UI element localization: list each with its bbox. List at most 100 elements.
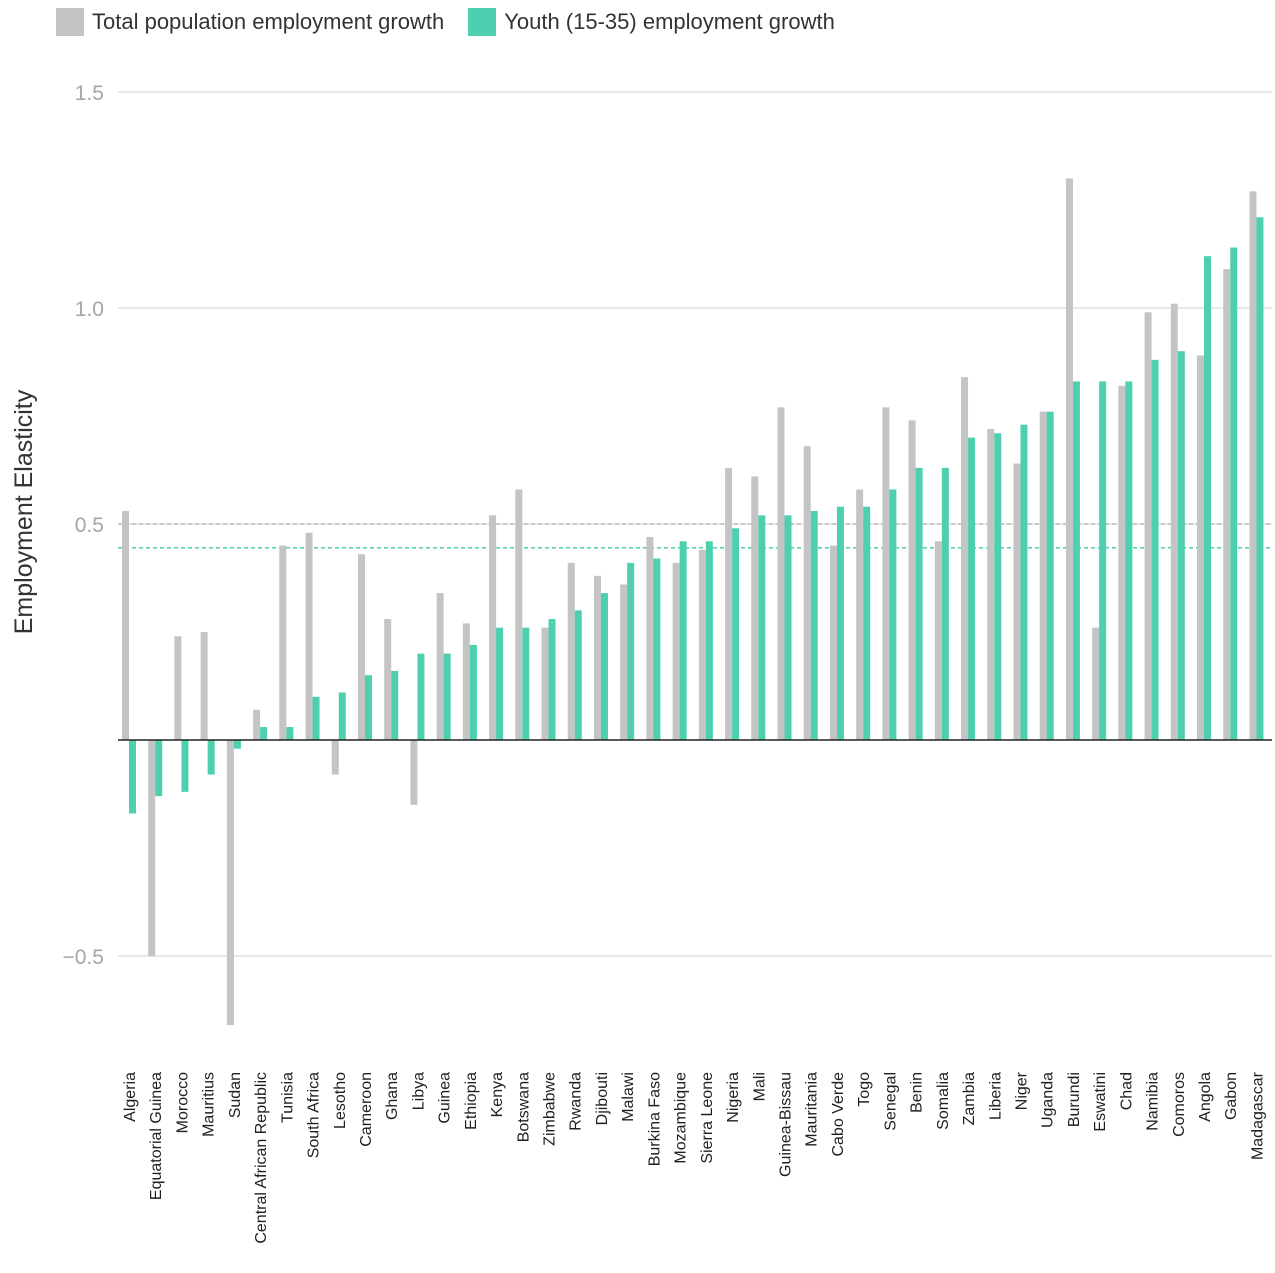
bar-youth bbox=[181, 740, 189, 792]
bar-youth bbox=[207, 740, 215, 775]
legend-swatch-total bbox=[56, 8, 84, 36]
bar-youth bbox=[1151, 359, 1159, 740]
bar-total bbox=[279, 545, 287, 740]
bar-youth bbox=[286, 727, 294, 740]
bar-total bbox=[908, 420, 916, 740]
bar-youth bbox=[994, 433, 1002, 740]
bar-total bbox=[751, 476, 759, 740]
y-tick-label: 1.0 bbox=[75, 298, 104, 321]
x-tick-label: Gabon bbox=[1223, 1072, 1240, 1120]
x-tick-label: Somalia bbox=[935, 1072, 952, 1130]
x-tick-label: Algeria bbox=[122, 1072, 139, 1122]
bar-total bbox=[1197, 355, 1205, 740]
y-tick-label: 0.5 bbox=[75, 514, 104, 537]
x-tick-label: Cameroon bbox=[358, 1072, 375, 1147]
bar-youth bbox=[863, 506, 871, 740]
bar-total bbox=[1223, 269, 1231, 740]
x-tick-label: Chad bbox=[1118, 1072, 1135, 1110]
bar-youth bbox=[155, 740, 163, 797]
x-tick-label: Namibia bbox=[1145, 1072, 1162, 1131]
x-tick-label: South Africa bbox=[306, 1072, 323, 1158]
bar-total bbox=[856, 489, 864, 740]
legend-item-youth: Youth (15-35) employment growth bbox=[468, 8, 835, 36]
bar-youth bbox=[1125, 381, 1133, 740]
x-tick-label: Togo bbox=[856, 1072, 873, 1107]
bar-total bbox=[882, 407, 890, 740]
bar-youth bbox=[574, 610, 582, 740]
bar-youth bbox=[653, 558, 661, 740]
x-tick-label: Mali bbox=[751, 1072, 768, 1101]
y-axis-label: Employment Elasticity bbox=[10, 389, 38, 634]
bar-youth bbox=[443, 653, 451, 740]
bar-youth bbox=[364, 675, 372, 740]
labels: Employment Elasticity Algeria Equatorial … bbox=[10, 389, 1266, 1243]
bar-total bbox=[934, 541, 942, 740]
bar-youth bbox=[1099, 381, 1107, 740]
bar-youth bbox=[1204, 256, 1212, 740]
bar-youth bbox=[522, 627, 530, 740]
y-tick-label: −0.5 bbox=[63, 946, 104, 969]
x-tick-label: Mauritania bbox=[804, 1072, 821, 1147]
bar-youth bbox=[338, 692, 346, 740]
x-tick-label: Morocco bbox=[174, 1072, 191, 1133]
x-tick-label: Uganda bbox=[1040, 1072, 1057, 1128]
bar-total bbox=[829, 545, 837, 740]
x-tick-label: Sudan bbox=[227, 1072, 244, 1118]
bar-total bbox=[1013, 463, 1021, 740]
bar-total bbox=[200, 632, 208, 740]
x-tick-label: Djibouti bbox=[594, 1072, 611, 1125]
x-tick-label: Lesotho bbox=[332, 1072, 349, 1129]
bar-total bbox=[148, 740, 156, 956]
legend-swatch-youth bbox=[468, 8, 497, 36]
x-tick-label: Ghana bbox=[384, 1072, 401, 1120]
bar-youth bbox=[129, 740, 136, 814]
bar-youth bbox=[260, 727, 268, 740]
bar-total bbox=[777, 407, 785, 740]
x-tick-label: Libya bbox=[410, 1072, 427, 1110]
bar-youth bbox=[1020, 424, 1028, 740]
bar-youth bbox=[233, 740, 241, 749]
bar-youth bbox=[469, 644, 477, 740]
bar-total bbox=[410, 740, 418, 805]
bar-total bbox=[1039, 411, 1047, 740]
bar-total bbox=[462, 623, 470, 740]
bars bbox=[122, 178, 1264, 1026]
x-tick-label: Nigeria bbox=[725, 1072, 742, 1123]
bar-total bbox=[620, 584, 628, 740]
x-tick-label: Angola bbox=[1197, 1072, 1214, 1122]
bar-youth bbox=[1177, 351, 1185, 740]
x-tick-label: Benin bbox=[909, 1072, 926, 1113]
x-tick-label: Eswatini bbox=[1092, 1072, 1109, 1132]
x-tick-label: Comoros bbox=[1171, 1072, 1188, 1137]
bar-youth bbox=[1230, 247, 1238, 740]
bar-total bbox=[803, 446, 811, 740]
legend-label-youth: Youth (15-35) employment growth bbox=[504, 9, 835, 34]
bar-youth bbox=[889, 489, 897, 740]
x-tick-label: Liberia bbox=[987, 1072, 1004, 1120]
bar-youth bbox=[417, 653, 425, 740]
axes: 1.5 1.0 0.5 −0.5 bbox=[63, 82, 1272, 969]
x-tick-label: Guinea-Bissau bbox=[778, 1072, 795, 1177]
bar-total bbox=[593, 575, 601, 740]
legend-label-total: Total population employment growth bbox=[92, 9, 445, 34]
bar-youth bbox=[1072, 381, 1080, 740]
x-tick-label: Mauritius bbox=[201, 1072, 218, 1137]
bar-total bbox=[1092, 627, 1100, 740]
x-tick-label: Zambia bbox=[961, 1072, 978, 1125]
x-tick-label: Rwanda bbox=[568, 1072, 585, 1131]
x-tick-label: Burundi bbox=[1066, 1072, 1083, 1127]
bar-youth bbox=[548, 619, 556, 740]
bar-total bbox=[515, 489, 523, 740]
bar-total bbox=[357, 554, 365, 740]
bar-youth bbox=[1046, 411, 1054, 740]
bar-total bbox=[987, 428, 995, 740]
bar-total bbox=[698, 549, 706, 740]
bar-total bbox=[541, 627, 549, 740]
x-tick-label: Cabo Verde bbox=[830, 1072, 847, 1157]
bar-youth bbox=[705, 541, 713, 740]
bar-total bbox=[384, 619, 392, 740]
bar-total bbox=[226, 740, 234, 1026]
x-tick-label: Sierra Leone bbox=[699, 1072, 716, 1164]
bar-youth bbox=[391, 670, 399, 740]
